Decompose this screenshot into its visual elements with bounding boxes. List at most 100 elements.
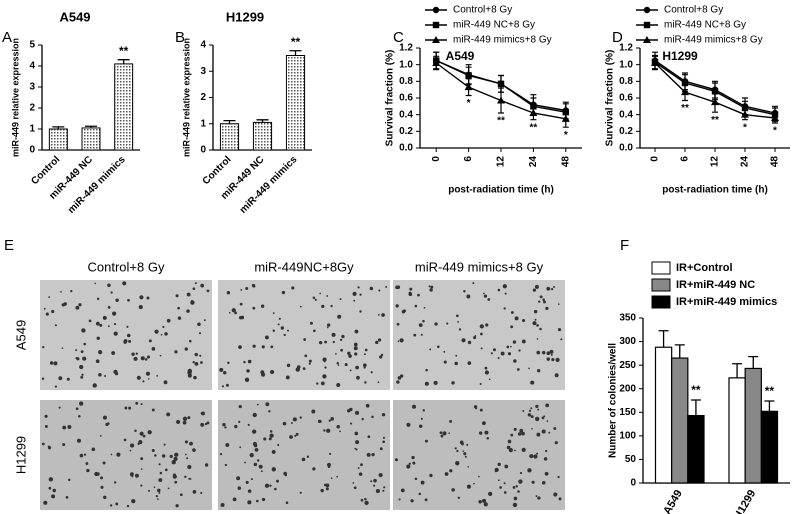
colony: [186, 457, 189, 460]
colony: [420, 417, 423, 420]
colony: [140, 484, 143, 487]
legend-swatch: [651, 295, 671, 309]
error-bar: [690, 399, 701, 416]
column-label: miR-449NC+8Gy: [254, 259, 354, 274]
panel-letter: E: [4, 237, 14, 254]
colony: [197, 322, 201, 327]
colony: [147, 489, 150, 492]
colony: [354, 352, 358, 356]
colony: [41, 377, 45, 380]
colony: [537, 368, 541, 373]
colony: [114, 372, 119, 376]
colony: [249, 453, 254, 458]
colony: [364, 497, 367, 501]
colony: [508, 447, 513, 453]
error-bar: [256, 119, 269, 123]
colony: [60, 291, 62, 293]
colony: [367, 435, 371, 439]
colony: [203, 319, 206, 322]
marker: [741, 110, 749, 118]
colony: [437, 345, 440, 349]
colony: [308, 359, 312, 363]
colony: [536, 338, 539, 340]
chart-title: A549: [59, 9, 90, 24]
colony: [424, 498, 428, 502]
colony: [355, 448, 358, 451]
colony: [500, 351, 505, 356]
colony: [254, 447, 259, 452]
legend-label: Control+8 Gy: [664, 5, 723, 16]
colony: [554, 441, 558, 445]
colony: [52, 488, 57, 493]
colony: [348, 354, 352, 358]
colony: [78, 414, 81, 418]
colony: [256, 403, 259, 406]
colony: [79, 401, 84, 406]
colony: [530, 380, 535, 385]
significance: *: [467, 98, 471, 109]
colony: [200, 361, 203, 364]
significance: **: [681, 103, 689, 114]
colony: [268, 410, 271, 413]
colony: [282, 421, 287, 426]
colony: [80, 350, 84, 353]
colony: [510, 325, 514, 329]
colony: [408, 462, 411, 465]
y-tick-label: 0.0: [619, 143, 633, 154]
legend-label: IR+miR-449 mimics: [676, 296, 777, 308]
colony: [102, 461, 106, 465]
colony: [250, 478, 253, 481]
colony: [467, 466, 469, 468]
colony: [157, 488, 161, 493]
colony: [521, 339, 526, 344]
error-bar: [674, 344, 685, 359]
colony: [236, 476, 241, 481]
colony: [533, 309, 538, 314]
chart-title: A549: [446, 49, 475, 63]
colony: [494, 470, 497, 473]
colony: [78, 303, 82, 307]
colony: [247, 359, 252, 364]
colony: [513, 427, 517, 431]
colony: [534, 416, 540, 422]
colony: [518, 479, 523, 484]
y-tick-label: 0.6: [399, 93, 413, 104]
colony: [67, 478, 71, 482]
colony: [177, 316, 182, 320]
colony: [378, 314, 380, 316]
y-axis-label: Survival fraction (%): [385, 50, 396, 147]
colony: [414, 477, 418, 481]
colony: [311, 409, 316, 414]
colony: [219, 367, 224, 372]
colony: [54, 324, 57, 327]
legend-label: Control+8 Gy: [453, 5, 512, 16]
colony: [336, 475, 339, 478]
colony: [135, 401, 139, 405]
colony: [380, 353, 384, 357]
colony: [541, 350, 546, 355]
colony: [359, 293, 362, 296]
colony: [327, 465, 331, 468]
colony: [439, 431, 443, 435]
colony: [383, 486, 386, 489]
colony: [187, 416, 191, 420]
colony: [478, 500, 482, 504]
colony: [370, 480, 373, 483]
colony: [290, 422, 293, 424]
colony: [258, 464, 263, 469]
colony: [546, 420, 549, 422]
colony: [111, 351, 116, 355]
colony: [96, 297, 100, 301]
colony: [557, 303, 560, 305]
colony: [328, 452, 332, 456]
colony: [512, 340, 517, 344]
x-tick-label: Control: [201, 154, 234, 187]
colony: [182, 420, 187, 425]
colony: [507, 439, 512, 444]
colony: [187, 293, 190, 297]
y-axis-label: miR-449 relative expression: [10, 38, 20, 157]
colony: [295, 432, 299, 436]
colony: [110, 453, 113, 456]
colony: [179, 493, 183, 497]
x-tick-label: 0: [650, 156, 661, 162]
